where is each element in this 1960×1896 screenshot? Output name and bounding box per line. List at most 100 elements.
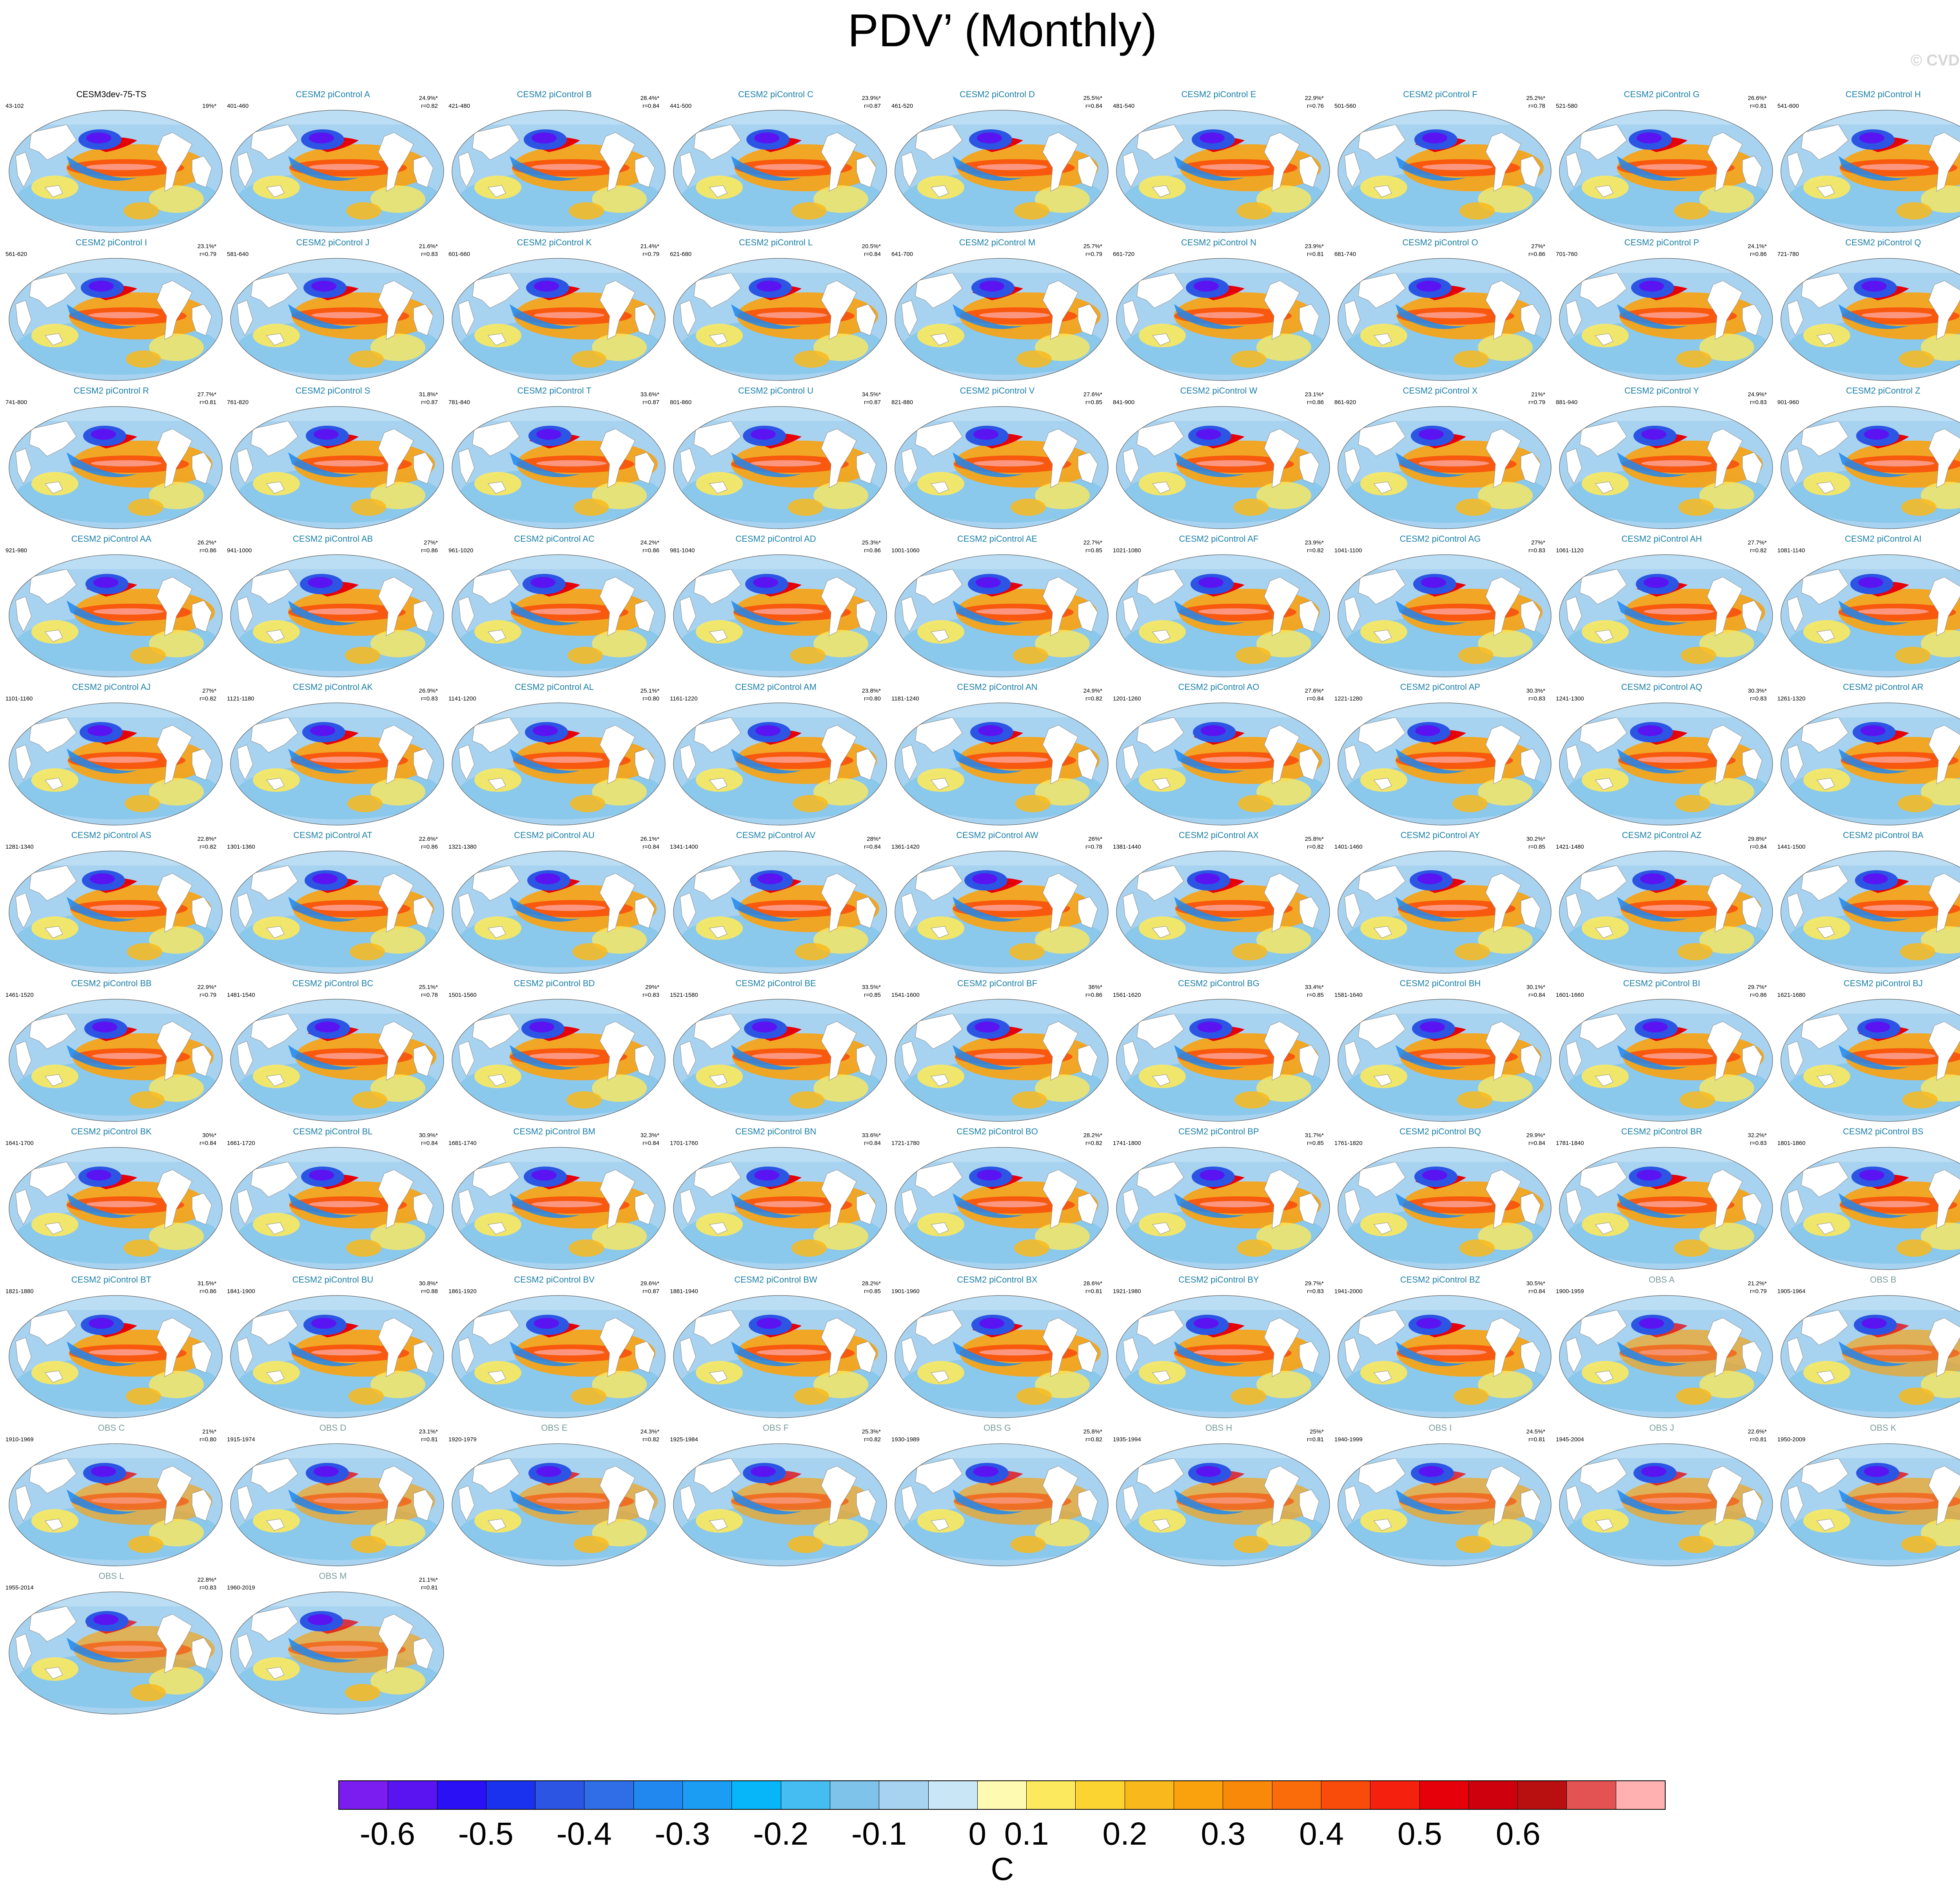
sst-anomaly-map: [1559, 851, 1773, 974]
sst-anomaly-map: [1780, 258, 1960, 381]
panel-title: CESM2 piControl AA: [71, 534, 152, 544]
panel-years: 721-780: [1777, 251, 1799, 258]
map-panel: CESM2 piControl AH 1061-1120 27.7%* r=0.82: [1552, 534, 1773, 682]
panel-title: CESM2 piControl BF: [957, 978, 1038, 988]
sst-anomaly-map: [673, 999, 887, 1122]
sst-anomaly-map: [673, 554, 887, 677]
panel-pattern-correlation: r=0.81: [1750, 1436, 1767, 1443]
panel-variance-pct: 27%*: [1531, 243, 1545, 250]
panel-years: 461-520: [891, 103, 913, 109]
map-panel: CESM2 piControl AT 1301-1360 22.6%* r=0.86: [223, 830, 444, 978]
sst-anomaly-map: [1338, 1443, 1552, 1566]
sst-anomaly-map: [1780, 554, 1960, 677]
panel-variance-pct: 22.9%*: [1305, 95, 1324, 102]
panel-variance-pct: 25.1%*: [419, 984, 438, 991]
panel-title: CESM2 piControl BU: [292, 1275, 374, 1285]
panel-title: CESM2 piControl E: [1181, 89, 1256, 99]
colorbar-tick-label: -0.3: [655, 1816, 710, 1852]
panel-pattern-correlation: r=0.79: [1085, 251, 1102, 258]
panel-title: CESM2 piControl BK: [71, 1127, 152, 1136]
colorbar-segment: [584, 1781, 634, 1809]
panel-pattern-correlation: r=0.87: [864, 399, 881, 406]
map-panel: CESM2 piControl BK 1641-1700 30%* r=0.84: [2, 1127, 223, 1275]
map-panel: CESM2 piControl AD 981-1040 25.3%* r=0.86: [666, 534, 887, 682]
panel-years: 1920-1979: [448, 1436, 477, 1443]
panel-years: 1141-1200: [448, 695, 476, 702]
panel-pattern-correlation: r=0.84: [864, 844, 881, 850]
panel-pattern-correlation: r=0.84: [1750, 844, 1767, 850]
sst-anomaly-map: [1559, 554, 1773, 677]
panel-pattern-correlation: r=0.85: [1528, 844, 1545, 850]
map-panel: CESM2 piControl BO 1721-1780 28.2%* r=0.82: [887, 1127, 1109, 1275]
panel-variance-pct: 22.8%*: [197, 1577, 216, 1583]
map-panel: CESM2 piControl D 461-520 25.5%* r=0.84: [887, 89, 1109, 238]
colorbar-segment: [1518, 1781, 1567, 1809]
panel-years: 1921-1980: [1113, 1288, 1141, 1295]
panel-pattern-correlation: r=0.86: [642, 547, 659, 554]
sst-anomaly-map: [1116, 1443, 1330, 1566]
panel-variance-pct: 33.5%*: [862, 984, 881, 991]
map-panel: CESM2 piControl I 561-620 23.1%* r=0.79: [2, 238, 223, 386]
panel-variance-pct: 23.8%*: [862, 688, 881, 694]
panel-years: 1881-1940: [670, 1288, 698, 1295]
map-panel: CESM2 piControl AG 1041-1100 27%* r=0.83: [1330, 534, 1552, 682]
panel-variance-pct: 29.9%*: [1526, 1132, 1545, 1139]
panel-title: CESM2 piControl BC: [292, 978, 374, 988]
sst-anomaly-map: [1559, 1147, 1773, 1270]
panel-variance-pct: 22.6%*: [1748, 1428, 1767, 1435]
panel-pattern-correlation: r=0.85: [1307, 1140, 1324, 1147]
panel-title: CESM2 piControl B: [517, 89, 592, 99]
panel-variance-pct: 22.6%*: [419, 836, 438, 842]
panel-years: 1930-1989: [891, 1436, 920, 1443]
panel-years: 1161-1220: [670, 695, 698, 702]
map-panel: CESM2 piControl AS 1281-1340 22.8%* r=0.82: [2, 830, 223, 978]
panel-title: CESM2 piControl C: [738, 89, 813, 99]
map-panel: CESM2 piControl W 841-900 23.1%* r=0.86: [1109, 386, 1330, 534]
sst-anomaly-map: [1116, 1295, 1330, 1418]
panel-variance-pct: 30%*: [202, 1132, 216, 1139]
panel-title: CESM2 piControl BI: [1623, 978, 1700, 988]
panel-title: CESM2 piControl A: [296, 89, 370, 99]
panel-years: 801-860: [670, 399, 692, 406]
sst-anomaly-map: [230, 110, 444, 233]
panel-pattern-correlation: r=0.86: [421, 547, 438, 554]
panel-variance-pct: 25.8%*: [1083, 1428, 1102, 1435]
panel-title: CESM2 piControl W: [1180, 386, 1258, 396]
panel-variance-pct: 27%*: [424, 539, 438, 546]
panel-years: 1541-1600: [891, 992, 920, 998]
panel-years: 1341-1400: [670, 844, 698, 850]
panel-variance-pct: 23.1%*: [419, 1428, 438, 1435]
panel-pattern-correlation: r=0.84: [200, 1140, 216, 1147]
panel-variance-pct: 27.6%*: [1305, 688, 1324, 694]
map-panel: CESM2 piControl A 401-460 24.9%* r=0.82: [223, 89, 444, 238]
panel-variance-pct: 24.9%*: [1748, 391, 1767, 398]
panel-variance-pct: 26.9%*: [419, 688, 438, 694]
panel-variance-pct: 34.5%*: [862, 391, 881, 398]
panel-variance-pct: 22.8%*: [197, 836, 216, 842]
sst-anomaly-map: [895, 1147, 1109, 1270]
sst-anomaly-map: [230, 258, 444, 381]
panel-title: OBS H: [1205, 1423, 1232, 1433]
panel-variance-pct: 24.1%*: [1748, 243, 1767, 250]
sst-anomaly-map: [1116, 702, 1330, 826]
panel-years: 1061-1120: [1556, 547, 1584, 554]
panel-pattern-correlation: r=0.83: [200, 1584, 216, 1591]
panel-years: 761-820: [227, 399, 249, 406]
panel-years: 1461-1520: [5, 992, 34, 998]
panel-years: 501-560: [1334, 103, 1356, 109]
colorbar-tick-label: -0.2: [753, 1816, 809, 1852]
map-panel: CESM2 piControl BQ 1761-1820 29.9%* r=0.84: [1330, 1127, 1552, 1275]
map-panel: CESM2 piControl AB 941-1000 27%* r=0.86: [223, 534, 444, 682]
panel-variance-pct: 30.3%*: [1526, 688, 1545, 694]
sst-anomaly-map: [9, 1443, 223, 1566]
panel-variance-pct: 26.1%*: [640, 836, 659, 842]
map-panel: CESM2 piControl AK 1121-1180 26.9%* r=0.83: [223, 682, 444, 830]
panel-title: CESM2 piControl Q: [1845, 238, 1921, 247]
panel-pattern-correlation: r=0.80: [642, 695, 659, 702]
panel-title: CESM2 piControl AH: [1621, 534, 1702, 544]
panel-years: 1801-1860: [1777, 1140, 1806, 1147]
panel-title: CESM2 piControl BJ: [1844, 978, 1923, 988]
